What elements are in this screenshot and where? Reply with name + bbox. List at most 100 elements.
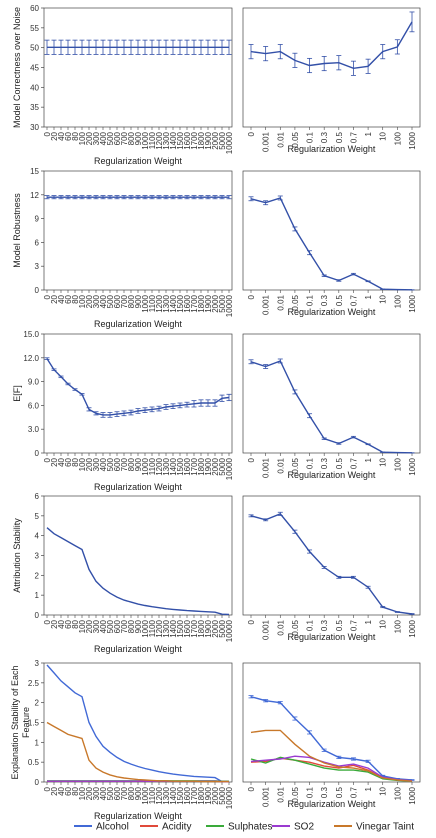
y-tick-label: 15.0 [23,330,39,339]
y-tick-label: 1 [35,738,40,747]
x-tick-label: 1100 [148,786,157,804]
x-tick-label: 1700 [190,294,199,312]
x-tick-label: 1900 [204,619,213,637]
x-tick-label: 1 [364,294,373,299]
y-tick-label: 35 [30,103,39,112]
x-tick-label: 1 [364,786,373,791]
x-tick-label: 100 [393,294,402,308]
y-axis-label: Model Correctness over Noise [12,7,22,128]
chart-panel-right-5: 0 0.001 0.01 0.05 0.1 0.3 0.5 0.7 1 10 100 1000 Regu… [242,662,421,809]
chart-panel-left-5: 0 0.5 1 1.5 2 2.5 3 Explanation Stability of Ea… [10,659,234,821]
x-tick-label: 40 [57,457,66,466]
x-tick-label: 1000 [141,294,150,312]
legend-label-so2: SO2 [294,822,314,833]
y-tick-label: 50 [30,44,39,53]
x-tick-label: 1400 [169,131,178,149]
x-tick-label: 1600 [183,131,192,149]
x-tick-label: 900 [134,131,143,145]
x-tick-label: 1700 [190,457,199,475]
x-tick-label: 300 [92,786,101,800]
x-tick-label: 1300 [162,619,171,637]
x-tick-label: 1000 [141,457,150,475]
x-tick-label: 800 [127,786,136,800]
x-tick-label: 0.1 [306,619,315,631]
x-tick-label: 0.1 [306,786,315,798]
x-tick-label: 1000 [141,786,150,804]
x-tick-label: 0.3 [320,619,329,631]
x-tick-label: 800 [127,294,136,308]
x-tick-label: 200 [85,131,94,145]
y-tick-label: 3 [35,659,40,668]
x-tick-label: 300 [92,131,101,145]
plot-frame [43,7,233,128]
x-tick-label: 2000 [211,786,220,804]
x-tick-label: 2000 [211,131,220,149]
x-tick-label: 0.3 [320,786,329,798]
x-tick-label: 700 [120,131,129,145]
series-line-vinegar-taint [46,721,229,783]
x-tick-label: 1300 [162,786,171,804]
x-tick-label: 700 [120,619,129,633]
x-tick-label: 1200 [155,786,164,804]
x-tick-label: 1400 [169,457,178,475]
x-tick-label: 1900 [204,786,213,804]
chart-panel-left-3: 03.06.09.012.015.0E[F]020406080100200300… [12,330,234,492]
x-tick-label: 1000 [408,131,417,149]
plot-frame [242,7,421,128]
x-tick-label: 1700 [190,786,199,804]
x-tick-label: 900 [134,619,143,633]
x-tick-label: 1900 [204,457,213,475]
y-tick-label: 3 [35,552,40,561]
x-tick-label: 40 [57,294,66,303]
x-tick-label: 500 [106,786,115,800]
x-tick-label: 0.5 [335,294,344,306]
x-tick-label: 2000 [211,619,220,637]
y-tick-label: 0.5 [28,758,40,767]
x-tick-label: 900 [134,457,143,471]
x-tick-label: 1200 [155,619,164,637]
x-tick-label: 400 [99,457,108,471]
x-tick-label: 1400 [169,619,178,637]
series-line-main [250,513,413,615]
x-axis-label: Regularization Weight [288,307,376,317]
legend-label-alcohol: Alcohol [96,822,129,833]
x-tick-label: 1500 [176,131,185,149]
x-tick-label: 20 [50,786,59,795]
x-tick-label: 200 [85,786,94,800]
x-tick-label: 1200 [155,131,164,149]
x-tick-label: 500 [106,619,115,633]
series-line-vinegar-taint [250,729,413,782]
x-tick-label: 0.05 [291,294,300,310]
x-tick-label: 5000 [218,786,227,804]
x-tick-label: 5000 [218,294,227,312]
x-tick-label: 1000 [408,294,417,312]
chart-panel-right-2: 0 0.001 0.01 0.05 0.1 0.3 0.5 0.7 1 10 100 1000 Regu… [242,170,421,317]
x-tick-label: 600 [113,457,122,471]
x-tick-label: 0.01 [276,457,285,473]
series-line-main [46,527,230,616]
x-tick-label: 1100 [148,294,157,312]
x-tick-label: 60 [64,786,73,795]
x-tick-label: 0 [43,131,52,136]
x-tick-label: 60 [64,619,73,628]
x-tick-label: 0.5 [335,457,344,469]
x-tick-label: 400 [99,619,108,633]
series-line-main [250,197,413,291]
y-axis-label: E[F] [12,385,22,402]
x-tick-label: 0 [43,457,52,462]
plot-frame [43,170,233,291]
x-axis-label: Regularization Weight [94,482,182,492]
plot-frame [43,333,233,454]
x-tick-label: 300 [92,619,101,633]
x-axis-label: Regularization Weight [288,632,376,642]
x-tick-label: 1600 [183,619,192,637]
x-tick-label: 300 [92,294,101,308]
plot-frame [242,662,421,783]
y-tick-label: 3 [35,262,40,271]
chart-panel-right-1: 0 0.001 0.01 0.05 0.1 0.3 0.5 0.7 1 10 100 1000 Regu… [242,7,421,154]
x-axis-label: Regularization Weight [288,470,376,480]
series-line-so2 [250,755,413,782]
x-tick-label: 500 [106,294,115,308]
x-tick-label: 0.001 [262,457,271,478]
